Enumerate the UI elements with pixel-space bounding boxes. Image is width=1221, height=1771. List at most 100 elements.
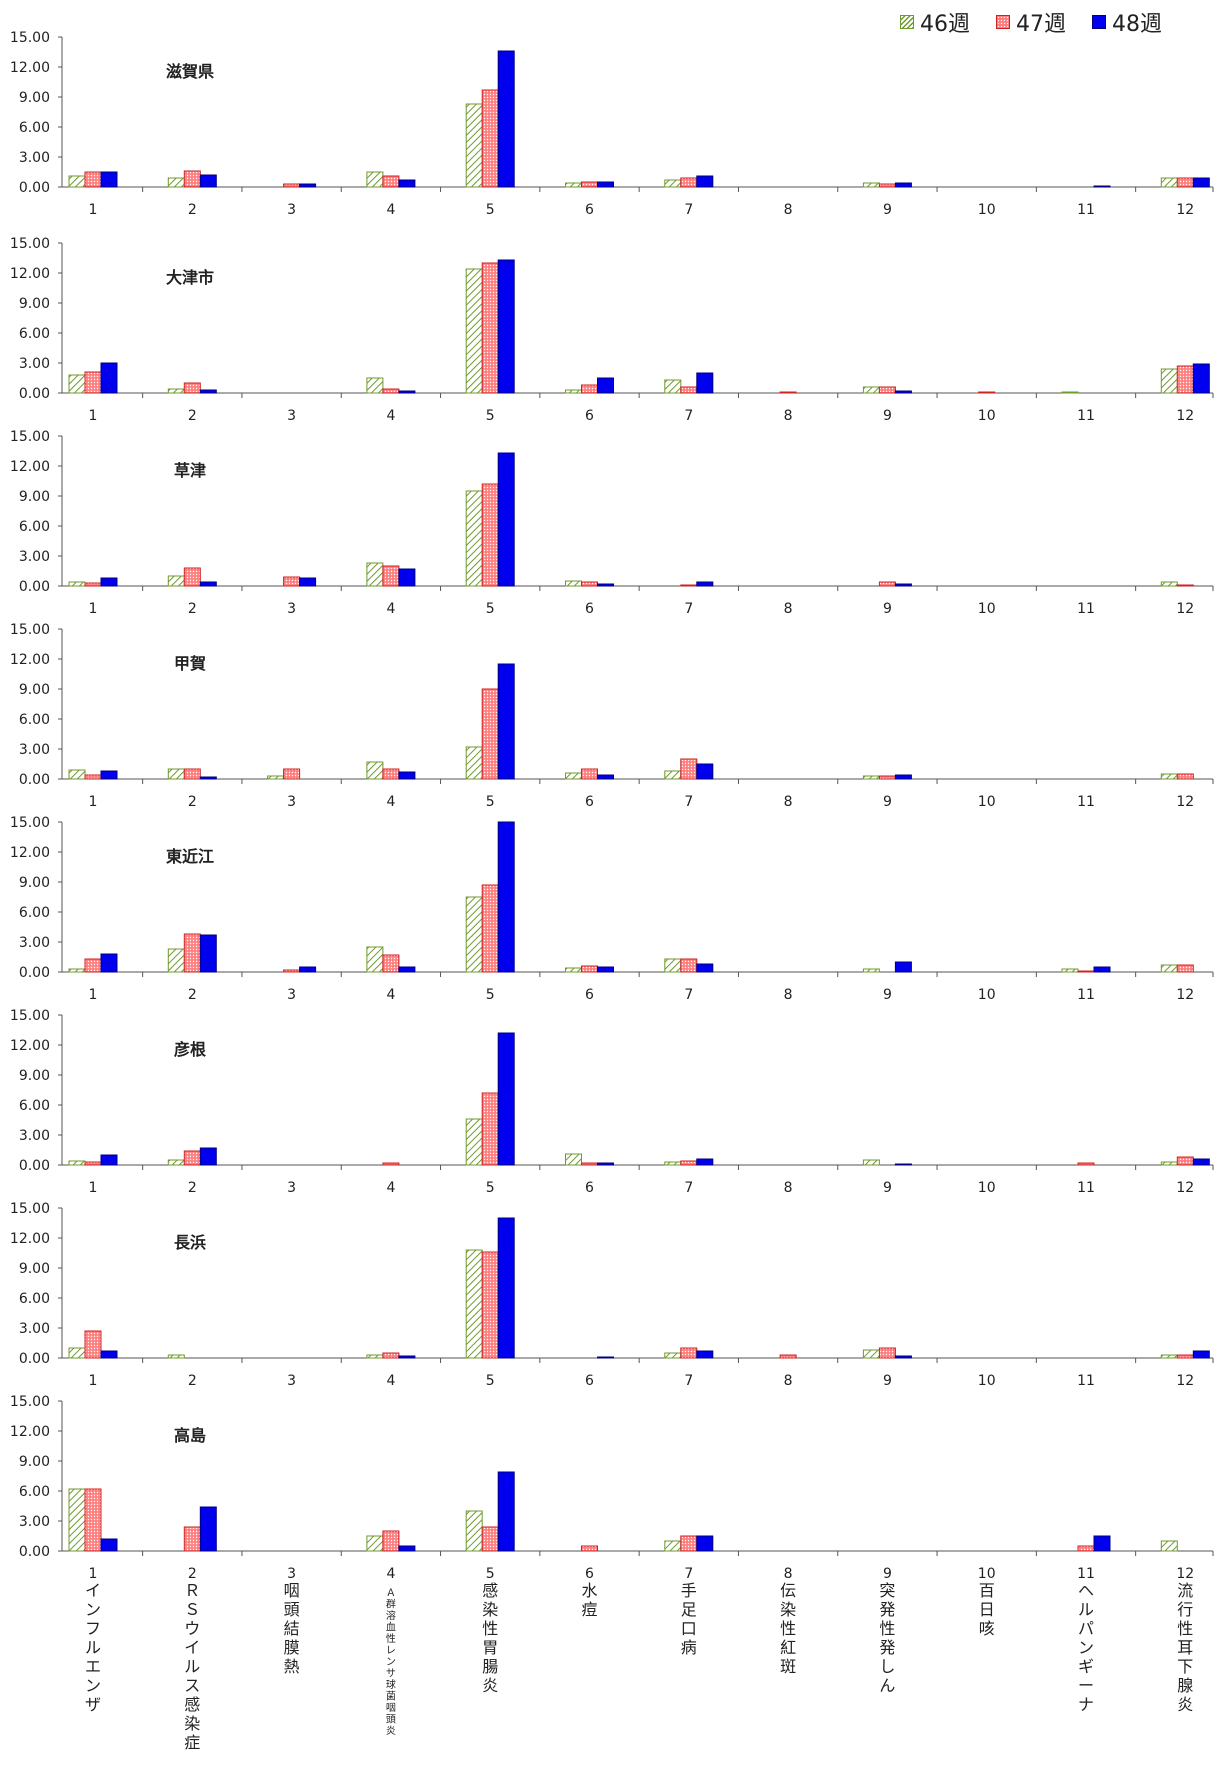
bar-46-cat-2 <box>167 1354 185 1359</box>
legend-item-47: 47週 <box>996 6 1066 38</box>
legend-label-46: 46週 <box>920 12 970 37</box>
x-tick-label: 9 <box>883 601 892 617</box>
bar-46-cat-4 <box>366 761 384 780</box>
bar-48-cat-1 <box>100 770 118 780</box>
bar-46-cat-5 <box>465 896 483 973</box>
bar-46-cat-4 <box>366 1354 384 1359</box>
bar-48-cat-4 <box>398 1355 416 1359</box>
bar-48-cat-7 <box>696 175 714 188</box>
y-tick-label: 6.00 <box>19 1098 50 1114</box>
bar-48-cat-9 <box>894 182 912 188</box>
x-tick-label: 11 <box>1077 202 1095 218</box>
bar-47-cat-4 <box>382 768 400 780</box>
bar-46-cat-3 <box>267 775 285 780</box>
bar-46-cat-6 <box>565 1153 582 1166</box>
y-tick-label: 0.00 <box>19 386 50 402</box>
y-tick-label: 3.00 <box>19 356 50 372</box>
bar-48-cat-4 <box>398 1545 416 1552</box>
bar-48-cat-12 <box>1192 363 1210 394</box>
x-tick-label: 6 <box>585 601 594 617</box>
bar-48-cat-12 <box>1192 1158 1210 1166</box>
bar-46-cat-7 <box>664 179 682 188</box>
x-tick-label: 8 <box>784 601 793 617</box>
bar-48-cat-4 <box>398 179 416 188</box>
legend-item-46: 46週 <box>900 6 970 38</box>
y-tick-label: 15.00 <box>10 429 50 445</box>
bar-47-cat-1 <box>84 171 102 188</box>
category-name-9: 突発性発しん <box>879 1581 895 1695</box>
bar-46-cat-5 <box>465 746 483 780</box>
x-tick-label: 7 <box>684 1566 693 1582</box>
bar-47-cat-2 <box>183 382 201 394</box>
bar-48-cat-3 <box>299 966 317 973</box>
bar-48-cat-7 <box>696 1535 714 1552</box>
x-tick-label: 6 <box>585 794 594 810</box>
bar-47-cat-11 <box>1077 970 1095 973</box>
x-tick-label: 10 <box>978 1180 996 1196</box>
x-tick-label: 5 <box>486 1373 495 1389</box>
x-tick-label: 10 <box>978 794 996 810</box>
bar-47-cat-7 <box>680 958 698 973</box>
y-tick-label: 9.00 <box>19 1454 50 1470</box>
x-tick-label: 3 <box>287 987 296 1003</box>
y-tick-label: 0.00 <box>19 180 50 196</box>
bar-48-cat-5 <box>497 50 515 188</box>
y-tick-label: 6.00 <box>19 1484 50 1500</box>
bar-48-cat-2 <box>199 934 217 973</box>
bar-47-cat-9 <box>878 1347 896 1359</box>
panel-title: 彦根 <box>174 1040 206 1059</box>
bar-48-cat-2 <box>199 389 217 394</box>
bar-46-cat-1 <box>68 1347 86 1359</box>
bar-47-cat-6 <box>581 1545 598 1552</box>
x-tick-label: 11 <box>1077 1566 1095 1582</box>
bar-46-cat-6 <box>565 389 582 394</box>
bar-47-cat-6 <box>581 384 598 394</box>
bar-46-cat-1 <box>68 581 86 587</box>
bar-47-cat-12 <box>1176 1156 1194 1166</box>
x-tick-label: 1 <box>89 408 98 424</box>
x-tick-label: 12 <box>1176 1566 1194 1582</box>
bar-47-cat-9 <box>878 775 896 780</box>
bar-47-cat-7 <box>680 1535 698 1552</box>
bar-47-cat-5 <box>481 1092 499 1166</box>
y-tick-label: 0.00 <box>19 1158 50 1174</box>
x-tick-label: 3 <box>287 202 296 218</box>
x-tick-label: 7 <box>684 1373 693 1389</box>
x-tick-label: 4 <box>386 202 395 218</box>
bar-46-cat-12 <box>1160 1161 1178 1166</box>
bar-47-cat-3 <box>283 969 301 973</box>
bar-47-cat-5 <box>481 89 499 188</box>
y-tick-label: 6.00 <box>19 905 50 921</box>
legend-swatch-47 <box>996 15 1010 29</box>
x-tick-label: 10 <box>978 987 996 1003</box>
bar-47-cat-3 <box>283 183 301 188</box>
bar-48-cat-7 <box>696 963 714 973</box>
x-tick-label: 1 <box>89 601 98 617</box>
x-tick-label: 10 <box>978 601 996 617</box>
bar-48-cat-1 <box>100 171 118 188</box>
x-tick-label: 8 <box>784 408 793 424</box>
bar-48-cat-3 <box>299 577 317 587</box>
x-tick-label: 1 <box>89 794 98 810</box>
bar-47-cat-8 <box>779 391 797 394</box>
bar-48-cat-6 <box>597 1356 614 1359</box>
panel-title: 長浜 <box>174 1233 206 1252</box>
x-tick-label: 4 <box>386 794 395 810</box>
y-tick-label: 12.00 <box>10 459 50 475</box>
x-tick-label: 7 <box>684 601 693 617</box>
x-tick-label: 4 <box>386 1566 395 1582</box>
bar-46-cat-11 <box>1061 391 1079 394</box>
bar-48-cat-9 <box>894 583 912 587</box>
bar-46-cat-11 <box>1061 968 1079 973</box>
bar-46-cat-1 <box>68 175 86 188</box>
bar-46-cat-2 <box>167 388 185 394</box>
x-tick-label: 12 <box>1176 794 1194 810</box>
y-tick-label: 6.00 <box>19 519 50 535</box>
bar-47-cat-2 <box>183 933 201 973</box>
y-tick-label: 3.00 <box>19 935 50 951</box>
y-tick-label: 12.00 <box>10 266 50 282</box>
bar-46-cat-5 <box>465 103 483 188</box>
